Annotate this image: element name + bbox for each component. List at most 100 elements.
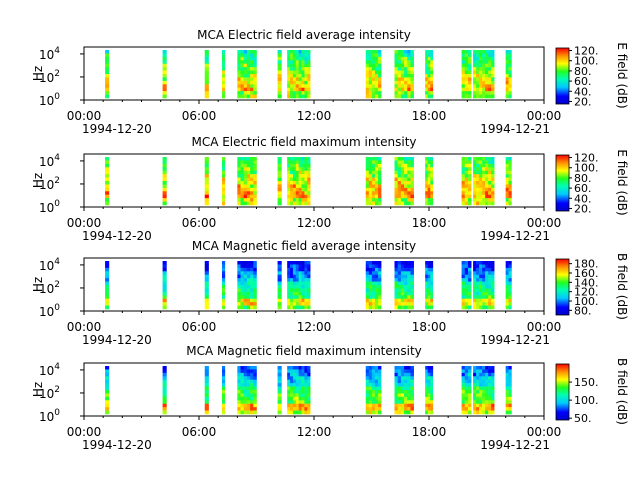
spectrogram-cell bbox=[479, 177, 483, 182]
spectrogram-cell bbox=[488, 63, 492, 68]
spectrogram-cell bbox=[237, 403, 241, 408]
spectrogram-cell bbox=[253, 91, 257, 95]
spectrogram-cell bbox=[485, 181, 489, 185]
spectrogram-cell bbox=[467, 177, 472, 182]
spectrogram-cell bbox=[290, 63, 294, 68]
spectrogram-cell bbox=[240, 177, 245, 182]
spectrogram-cell bbox=[292, 198, 297, 202]
spectrogram-cell bbox=[307, 167, 311, 172]
spectrogram-cell bbox=[162, 274, 167, 279]
spectrogram-cell bbox=[295, 288, 299, 293]
spectrogram-cell bbox=[222, 163, 226, 168]
spectrogram-cell bbox=[374, 410, 379, 415]
spectrogram-cell bbox=[240, 191, 245, 196]
spectrogram-cell bbox=[427, 298, 431, 303]
spectrogram-cell bbox=[410, 163, 414, 168]
spectrogram-cell bbox=[243, 274, 248, 279]
spectrogram-cell bbox=[250, 198, 254, 202]
spectrogram-cell bbox=[162, 291, 167, 296]
spectrogram-cell bbox=[476, 298, 480, 303]
spectrogram-cell bbox=[491, 410, 495, 415]
spectrogram-cell bbox=[491, 194, 495, 199]
spectrogram-cell bbox=[277, 160, 282, 165]
spectrogram-cell bbox=[204, 167, 209, 172]
spectrogram-cell bbox=[374, 278, 379, 282]
spectrogram-cell bbox=[467, 295, 472, 300]
spectrogram-cell bbox=[476, 383, 480, 387]
spectrogram-cell bbox=[464, 74, 469, 78]
spectrogram-cell bbox=[378, 400, 382, 405]
spectrogram-cell bbox=[292, 53, 297, 58]
spectrogram-cell bbox=[425, 407, 429, 411]
spectrogram-cell bbox=[295, 285, 299, 289]
spectrogram-cell bbox=[287, 278, 291, 282]
spectrogram-cell bbox=[243, 170, 248, 175]
spectrogram-cell bbox=[368, 74, 373, 78]
spectrogram-cell bbox=[292, 63, 297, 68]
spectrogram-cell bbox=[427, 60, 431, 65]
spectrogram-cell bbox=[485, 77, 489, 82]
spectrogram-cell bbox=[461, 390, 466, 394]
spectrogram-cell bbox=[162, 160, 167, 165]
spectrogram-cell bbox=[301, 94, 305, 99]
spectrogram-cell bbox=[491, 157, 495, 161]
spectrogram-cell bbox=[295, 267, 299, 272]
spectrogram-cell bbox=[240, 50, 245, 54]
spectrogram-cell bbox=[464, 407, 469, 411]
spectrogram-cell bbox=[105, 386, 110, 391]
x-tick-label: 06:00 bbox=[182, 320, 217, 334]
spectrogram-cell bbox=[162, 407, 167, 411]
spectrogram-cell bbox=[290, 403, 294, 408]
spectrogram-cell bbox=[243, 74, 248, 78]
spectrogram-cell bbox=[430, 305, 434, 310]
spectrogram-cell bbox=[246, 163, 251, 168]
spectrogram-cell bbox=[400, 187, 405, 192]
spectrogram-cell bbox=[479, 281, 483, 286]
spectrogram-cell bbox=[253, 400, 257, 405]
spectrogram-cell bbox=[222, 298, 226, 303]
spectrogram-cell bbox=[467, 187, 472, 192]
spectrogram-cell bbox=[237, 386, 241, 391]
spectrogram-cell bbox=[404, 160, 408, 165]
spectrogram-cell bbox=[473, 70, 477, 75]
spectrogram-cell bbox=[404, 285, 408, 289]
spectrogram-cell bbox=[307, 67, 311, 71]
spectrogram-cell bbox=[105, 295, 110, 300]
spectrogram-cell bbox=[365, 84, 370, 89]
spectrogram-cell bbox=[292, 167, 297, 172]
spectrogram-cell bbox=[277, 84, 282, 89]
spectrogram-cell bbox=[237, 396, 241, 401]
spectrogram-cell bbox=[476, 177, 480, 182]
spectrogram-cell bbox=[240, 396, 245, 401]
spectrogram-cell bbox=[371, 376, 376, 381]
spectrogram-cell bbox=[204, 191, 209, 196]
spectrogram-cell bbox=[464, 70, 469, 75]
spectrogram-cell bbox=[488, 50, 492, 54]
spectrogram-cell bbox=[204, 403, 209, 408]
spectrogram-cell bbox=[491, 393, 495, 398]
spectrogram-cell bbox=[485, 295, 489, 300]
spectrogram-cell bbox=[491, 84, 495, 89]
spectrogram-cell bbox=[400, 305, 405, 310]
spectrogram-cell bbox=[427, 291, 431, 296]
spectrogram-cell bbox=[301, 261, 305, 265]
spectrogram-cells bbox=[105, 261, 512, 310]
spectrogram-cell bbox=[430, 410, 434, 415]
spectrogram-cell bbox=[430, 390, 434, 394]
spectrogram-cell bbox=[105, 400, 110, 405]
spectrogram-cell bbox=[368, 56, 373, 61]
spectrogram-cell bbox=[243, 366, 248, 370]
spectrogram-cell bbox=[508, 291, 512, 296]
spectrogram-cell bbox=[394, 295, 398, 300]
spectrogram-cell bbox=[508, 201, 512, 206]
spectrogram-cell bbox=[292, 372, 297, 377]
spectrogram-cell bbox=[290, 67, 294, 71]
spectrogram-cell bbox=[491, 386, 495, 391]
spectrogram-cell bbox=[290, 288, 294, 293]
spectrogram-cell bbox=[397, 56, 402, 61]
spectrogram-cell bbox=[253, 198, 257, 202]
x-end-date: 1994-12-21 bbox=[480, 333, 550, 347]
spectrogram-cell bbox=[374, 167, 379, 172]
spectrogram-cell bbox=[461, 274, 466, 279]
spectrogram-cell bbox=[222, 53, 226, 58]
